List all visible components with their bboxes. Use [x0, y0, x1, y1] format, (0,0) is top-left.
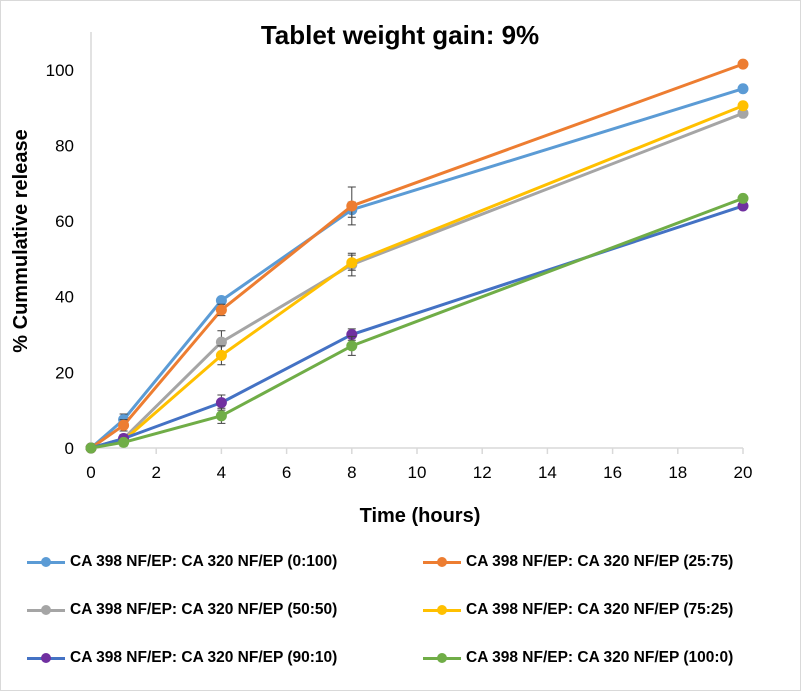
data-point	[346, 257, 358, 269]
series-group	[85, 58, 749, 454]
x-tick-label: 12	[473, 463, 492, 482]
legend-label: CA 398 NF/EP: CA 320 NF/EP (100:0)	[466, 649, 734, 666]
x-tick-label: 14	[538, 463, 557, 482]
x-tick-labels: 0 2 4 6 8 10 12 14 16 18 20	[86, 463, 752, 482]
legend-label: CA 398 NF/EP: CA 320 NF/EP (25:75)	[466, 553, 734, 570]
legend-swatch	[27, 598, 65, 622]
legend-swatch	[423, 646, 461, 670]
y-tick-label: 60	[55, 212, 74, 231]
chart-legend: CA 398 NF/EP: CA 320 NF/EP (0:100) CA 398…	[0, 540, 801, 690]
series-group	[85, 83, 749, 454]
legend-swatch	[27, 550, 65, 574]
x-tick-label: 10	[408, 463, 427, 482]
legend-item: CA 398 NF/EP: CA 320 NF/EP (25:75)	[423, 550, 733, 574]
legend-item: CA 398 NF/EP: CA 320 NF/EP (75:25)	[423, 598, 733, 622]
legend-label: CA 398 NF/EP: CA 320 NF/EP (90:10)	[70, 649, 338, 666]
legend-label: CA 398 NF/EP: CA 320 NF/EP (50:50)	[70, 601, 338, 618]
y-axis-title: % Cummulative release	[10, 129, 32, 352]
chart-title: Tablet weight gain: 9%	[261, 20, 539, 50]
y-tick-label: 0	[65, 439, 74, 458]
legend-label: CA 398 NF/EP: CA 320 NF/EP (0:100)	[70, 553, 338, 570]
data-point	[215, 410, 227, 422]
legend-swatch	[27, 646, 65, 670]
data-point	[215, 336, 227, 348]
legend-swatch	[423, 550, 461, 574]
series-layer	[85, 58, 749, 454]
data-point	[215, 349, 227, 361]
x-tick-label: 18	[668, 463, 687, 482]
legend-swatch	[423, 598, 461, 622]
x-tick-label: 8	[347, 463, 356, 482]
x-tick-label: 0	[86, 463, 95, 482]
legend-item: CA 398 NF/EP: CA 320 NF/EP (0:100)	[27, 550, 337, 574]
data-point	[346, 200, 358, 212]
series-line	[90, 104, 744, 450]
y-tick-label: 80	[55, 136, 74, 155]
series-group	[85, 192, 749, 454]
data-point	[85, 442, 97, 454]
data-point	[737, 58, 749, 70]
y-tick-label: 100	[46, 61, 74, 80]
data-point	[118, 436, 130, 448]
data-point	[346, 340, 358, 352]
x-tick-label: 20	[734, 463, 753, 482]
legend-item: CA 398 NF/EP: CA 320 NF/EP (90:10)	[27, 646, 337, 670]
legend-item: CA 398 NF/EP: CA 320 NF/EP (50:50)	[27, 598, 337, 622]
data-point	[215, 397, 227, 409]
x-tick-label: 6	[282, 463, 291, 482]
line-chart: Tablet weight gain: 9% 0 20 40 60 80 100 0 2 4 6…	[10, 20, 752, 527]
data-point	[737, 83, 749, 95]
series-line	[90, 204, 744, 450]
y-tick-labels: 0 20 40 60 80 100	[46, 61, 74, 458]
data-point	[737, 200, 749, 212]
x-tick-marks	[90, 448, 744, 454]
data-point	[737, 192, 749, 204]
series-line	[90, 62, 744, 450]
y-tick-label: 40	[55, 288, 74, 307]
x-tick-label: 4	[217, 463, 226, 482]
series-group	[85, 100, 749, 454]
y-tick-label: 20	[55, 363, 74, 382]
x-axis-title: Time (hours)	[360, 505, 481, 527]
data-point	[215, 304, 227, 316]
data-point	[346, 329, 358, 341]
series-line	[90, 87, 744, 450]
data-point	[737, 107, 749, 119]
legend-label: CA 398 NF/EP: CA 320 NF/EP (75:25)	[466, 601, 734, 618]
series-line	[90, 111, 744, 450]
series-group	[85, 107, 749, 454]
legend-item: CA 398 NF/EP: CA 320 NF/EP (100:0)	[423, 646, 733, 670]
x-tick-label: 2	[151, 463, 160, 482]
data-point	[118, 419, 130, 431]
x-tick-label: 16	[603, 463, 622, 482]
data-point	[215, 295, 227, 307]
data-point	[737, 100, 749, 112]
